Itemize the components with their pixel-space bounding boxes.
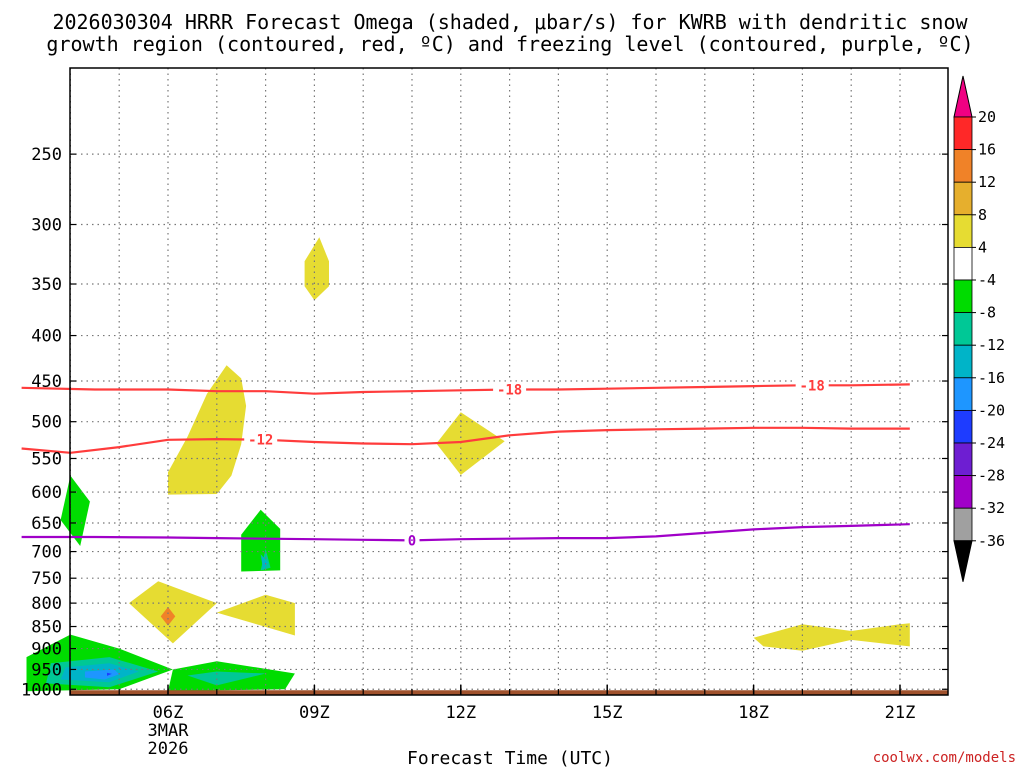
x-axis-ticks: 06Z 09Z 12Z 15Z 18Z 21Z <box>69 685 916 723</box>
y-tick-label: 250 <box>31 145 62 165</box>
colorbar-swatch <box>953 246 973 281</box>
colorbar-over-triangle <box>953 75 973 118</box>
colorbar-swatch <box>953 279 973 313</box>
contour-label: -12 <box>248 433 273 449</box>
chart-title-line-2: growth region (contoured, red, ºC) and f… <box>46 32 973 56</box>
colorbar-swatch <box>953 377 973 411</box>
credit-link[interactable]: coolwx.com/models <box>873 750 1016 766</box>
y-tick-label: 900 <box>31 640 62 660</box>
contour-dendritic-0 <box>21 383 910 395</box>
colorbar: 20 16 12 8 4 -4 -8 -12 -16 -20 -24 -28 -32 -36 <box>953 75 1005 582</box>
colorbar-label: -28 <box>978 467 1005 485</box>
y-tick-label: 800 <box>31 594 62 614</box>
contour-lines: -18 -18 -12 0 <box>21 377 910 549</box>
colorbar-swatch <box>953 475 973 509</box>
omega-region-green-680 <box>241 509 281 572</box>
colorbar-swatch <box>953 214 973 248</box>
omega-region-blue-950 <box>85 669 120 680</box>
omega-region-yellow-350 <box>304 237 329 301</box>
omega-region-yellow-810-left <box>129 581 217 644</box>
x-axis-label: Forecast Time (UTC) <box>407 748 613 768</box>
omega-region-yellow-500-left <box>168 365 247 495</box>
y-tick-label: 500 <box>31 413 62 433</box>
y-tick-label: 350 <box>31 275 62 295</box>
colorbar-label: -20 <box>978 401 1005 419</box>
contour-label-bg <box>244 431 278 448</box>
y-tick-label: 750 <box>31 569 62 589</box>
colorbar-label: 4 <box>978 238 987 256</box>
omega-shaded-regions <box>26 237 910 692</box>
contour-label: 0 <box>408 533 416 549</box>
colorbar-swatch <box>953 149 973 183</box>
colorbar-label: -12 <box>978 336 1005 354</box>
plot-gridlines <box>69 68 948 695</box>
omega-region-sea-950-right <box>187 671 266 686</box>
chart-title: 2026030304 HRRR Forecast Omega (shaded, … <box>46 10 973 56</box>
y-tick-label: 850 <box>31 618 62 638</box>
omega-region-green-620 <box>60 475 90 546</box>
y-tick-label: 450 <box>31 372 62 392</box>
colorbar-label: 8 <box>978 206 987 224</box>
contour-label-bg <box>404 532 420 549</box>
omega-region-orange-820 <box>160 607 176 626</box>
colorbar-label: 12 <box>978 173 996 191</box>
colorbar-under-triangle <box>953 540 973 582</box>
colorbar-label: -32 <box>978 499 1005 517</box>
y-tick-label: 650 <box>31 514 62 534</box>
x-date-year: 2026 <box>148 739 189 759</box>
colorbar-swatch <box>953 312 973 346</box>
x-tick-label: 12Z <box>445 703 476 723</box>
y-tick-label: 550 <box>31 449 62 469</box>
colorbar-swatch <box>953 409 973 444</box>
y-tick-label: 600 <box>31 483 62 503</box>
colorbar-label: -16 <box>978 369 1005 387</box>
colorbar-label: 20 <box>978 108 996 126</box>
x-tick-label: 21Z <box>885 703 916 723</box>
y-tick-label: 300 <box>31 216 62 236</box>
y-tick-label: 950 <box>31 660 62 680</box>
contour-freezing-2 <box>21 523 910 542</box>
x-axis-date: 3MAR 2026 <box>148 721 190 759</box>
contour-label-bg <box>795 377 829 394</box>
y-tick-label: 700 <box>31 543 62 563</box>
y-tick-label: 400 <box>31 327 62 347</box>
colorbar-swatch <box>953 116 973 150</box>
colorbar-label: -24 <box>978 434 1005 452</box>
contour-label: -18 <box>800 378 825 394</box>
x-tick-label: 18Z <box>738 703 769 723</box>
x-tick-label: 15Z <box>592 703 623 723</box>
colorbar-swatch <box>953 442 973 476</box>
omega-region-royal-950 <box>107 672 112 676</box>
colorbar-label: -8 <box>978 304 996 322</box>
x-tick-label: 09Z <box>299 703 330 723</box>
y-axis-ticks: 2503003504004505005506006507007508008509… <box>21 145 948 700</box>
y-tick-label: 1000 <box>21 680 62 700</box>
contour-label-bg <box>493 381 527 398</box>
omega-region-yellow-880-late <box>753 623 910 651</box>
colorbar-swatch <box>953 507 973 542</box>
omega-region-yellow-820-right <box>216 594 295 636</box>
contour-label: -18 <box>497 383 522 399</box>
omega-region-teal-690 <box>260 554 268 571</box>
colorbar-swatch <box>953 344 973 379</box>
x-tick-label: 06Z <box>153 703 184 723</box>
x-date-day: 3MAR <box>148 721 190 741</box>
omega-region-yellow-520-mid <box>436 412 505 475</box>
colorbar-label: 16 <box>978 141 996 159</box>
contour-dendritic-1 <box>21 426 910 454</box>
colorbar-swatch <box>953 181 973 216</box>
chart-title-line-1: 2026030304 HRRR Forecast Omega (shaded, … <box>52 10 968 34</box>
colorbar-label: -36 <box>978 532 1005 550</box>
colorbar-label: -4 <box>978 271 996 289</box>
